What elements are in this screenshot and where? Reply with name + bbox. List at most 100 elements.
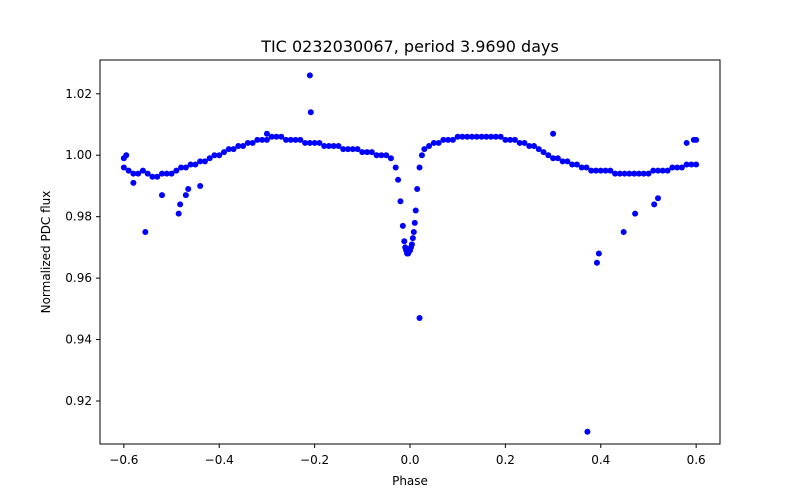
data-point xyxy=(197,158,204,165)
data-point xyxy=(197,182,204,189)
data-point xyxy=(497,133,504,140)
data-point xyxy=(177,201,184,208)
data-point xyxy=(426,143,433,150)
data-point xyxy=(175,210,182,217)
data-point xyxy=(683,161,690,168)
y-tick-label: 0.92 xyxy=(65,394,92,408)
data-point xyxy=(178,164,185,171)
data-point xyxy=(373,152,380,159)
data-point xyxy=(168,170,175,177)
data-point xyxy=(655,195,661,202)
data-point xyxy=(650,167,657,174)
data-point xyxy=(345,146,351,153)
data-point xyxy=(516,139,523,146)
data-point xyxy=(669,164,676,171)
chart-title: TIC 0232030067, period 3.9690 days xyxy=(260,37,559,56)
data-points xyxy=(120,72,700,435)
data-point xyxy=(678,164,685,171)
x-tick-label: 0.4 xyxy=(591,453,610,467)
data-point xyxy=(306,139,313,146)
data-point xyxy=(584,428,591,435)
x-tick-label: −0.4 xyxy=(205,453,234,467)
data-point xyxy=(201,158,208,165)
x-tick-label: 0.6 xyxy=(687,453,706,467)
data-point xyxy=(483,133,490,140)
data-point xyxy=(449,136,456,143)
data-point xyxy=(511,136,518,143)
y-tick-label: 0.98 xyxy=(65,210,92,224)
y-axis-ticks: 0.92 0.94 0.96 0.98 1.00 1.02 xyxy=(65,87,100,408)
data-point xyxy=(211,152,218,159)
data-point xyxy=(464,133,471,140)
data-point xyxy=(645,170,652,177)
data-point xyxy=(469,133,475,140)
data-point xyxy=(410,229,417,236)
data-point xyxy=(297,136,304,143)
data-point xyxy=(268,133,275,140)
y-tick-label: 0.94 xyxy=(65,333,92,347)
data-point xyxy=(454,133,461,140)
x-axis-ticks: −0.6 −0.4 −0.2 0.0 0.2 0.4 0.6 xyxy=(109,444,706,467)
data-point xyxy=(550,130,557,137)
data-point xyxy=(263,136,270,143)
data-point xyxy=(602,167,609,174)
data-point xyxy=(416,164,423,171)
data-point xyxy=(230,146,237,153)
data-point xyxy=(378,152,385,159)
data-point xyxy=(655,167,661,174)
data-point xyxy=(139,167,146,174)
x-tick-label: −0.2 xyxy=(300,453,329,467)
data-point xyxy=(399,222,406,229)
data-point xyxy=(307,109,314,116)
data-point xyxy=(311,139,318,146)
data-point xyxy=(259,136,266,143)
data-point xyxy=(216,152,223,159)
data-point xyxy=(414,186,421,193)
data-point xyxy=(640,170,647,177)
data-point xyxy=(142,229,149,236)
data-point xyxy=(149,173,156,180)
data-point xyxy=(588,167,595,174)
data-point xyxy=(445,136,452,143)
data-point xyxy=(526,143,533,150)
plot-area-frame xyxy=(99,59,721,445)
data-point xyxy=(635,170,642,177)
data-point xyxy=(664,167,671,174)
data-point xyxy=(578,164,585,171)
data-point xyxy=(120,164,127,171)
data-point xyxy=(240,143,247,150)
data-point xyxy=(569,161,576,168)
data-point xyxy=(593,167,599,174)
data-point xyxy=(392,164,399,171)
data-point xyxy=(559,158,566,165)
data-point xyxy=(621,170,628,177)
data-point xyxy=(688,161,695,168)
data-point xyxy=(683,139,690,146)
data-point xyxy=(330,143,337,150)
data-point xyxy=(440,136,447,143)
data-point xyxy=(435,139,442,146)
data-point xyxy=(130,170,137,177)
data-point xyxy=(564,158,571,165)
data-point xyxy=(597,167,604,174)
x-tick-label: −0.6 xyxy=(109,453,138,467)
data-point xyxy=(612,170,619,177)
data-point xyxy=(411,219,418,226)
data-point xyxy=(540,149,547,156)
data-point xyxy=(674,164,681,171)
data-point xyxy=(387,155,394,162)
x-tick-label: 0.2 xyxy=(496,453,515,467)
data-point xyxy=(607,167,614,174)
y-tick-label: 1.00 xyxy=(65,148,92,162)
data-point xyxy=(154,173,161,180)
data-point xyxy=(535,146,542,153)
data-point xyxy=(221,149,227,156)
data-point xyxy=(368,149,375,156)
data-point xyxy=(292,136,299,143)
data-point xyxy=(159,170,165,177)
data-point xyxy=(340,146,347,153)
data-point xyxy=(235,143,242,150)
data-point xyxy=(163,170,170,177)
data-point xyxy=(278,133,285,140)
